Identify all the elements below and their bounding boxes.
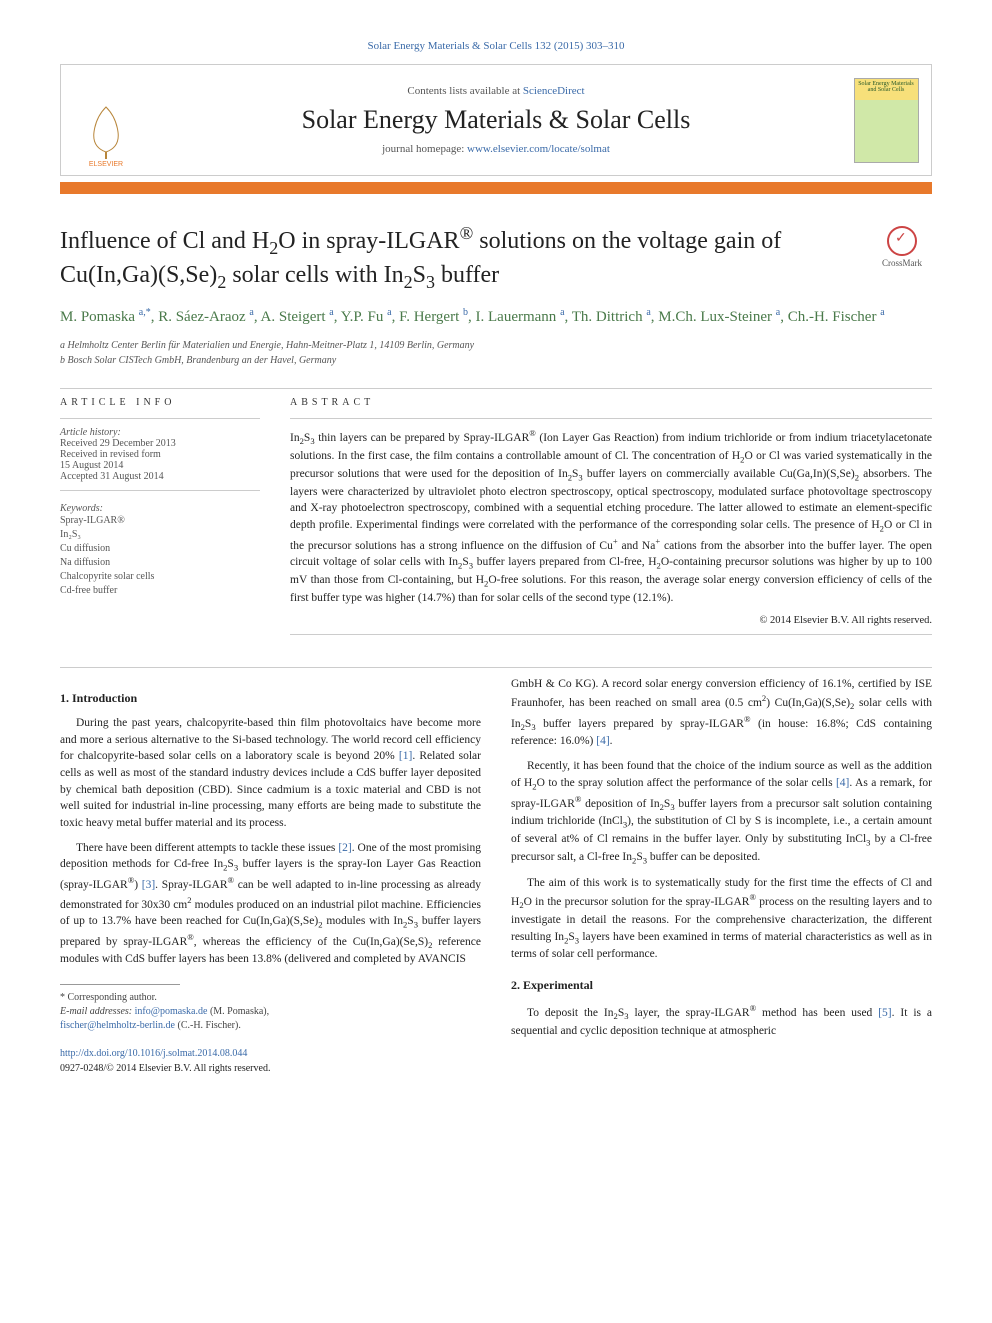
crossmark-badge[interactable]: CrossMark	[872, 226, 932, 268]
email-who: (C.-H. Fischer).	[175, 1020, 241, 1031]
contents-prefix: Contents lists available at	[407, 85, 522, 97]
article-info: ARTICLE INFO Article history: Received 2…	[60, 397, 260, 642]
homepage-prefix: journal homepage:	[382, 143, 467, 155]
article-title: Influence of Cl and H2O in spray-ILGAR® …	[60, 222, 860, 294]
contents-line: Contents lists available at ScienceDirec…	[407, 85, 584, 97]
email-who: (M. Pomaska),	[207, 1006, 269, 1017]
journal-header: ELSEVIER Contents lists available at Sci…	[60, 64, 932, 176]
divider	[290, 634, 932, 635]
history-heading: Article history:	[60, 427, 260, 438]
affiliations: a Helmholtz Center Berlin für Materialie…	[60, 338, 932, 368]
email-line: fischer@helmholtz-berlin.de (C.-H. Fisch…	[60, 1019, 481, 1033]
publisher-logo-area: ELSEVIER	[61, 65, 151, 175]
divider	[60, 490, 260, 491]
affiliation-b: b Bosch Solar CISTech GmbH, Brandenburg …	[60, 353, 932, 368]
email-line: E-mail addresses: info@pomaska.de (M. Po…	[60, 1005, 481, 1019]
crossmark-icon	[887, 226, 917, 256]
elsevier-tree-icon: ELSEVIER	[76, 97, 136, 167]
abstract-heading: ABSTRACT	[290, 397, 932, 408]
divider	[60, 418, 260, 419]
email-link[interactable]: fischer@helmholtz-berlin.de	[60, 1020, 175, 1031]
abstract-copyright: © 2014 Elsevier B.V. All rights reserved…	[290, 615, 932, 626]
header-center: Contents lists available at ScienceDirec…	[151, 65, 841, 175]
divider	[60, 667, 932, 668]
info-abstract-row: ARTICLE INFO Article history: Received 2…	[60, 397, 932, 642]
orange-divider-bar	[60, 182, 932, 194]
keyword: Na diffusion	[60, 556, 260, 570]
section-heading-intro: 1. Introduction	[60, 690, 481, 707]
keyword: Cu diffusion	[60, 542, 260, 556]
sciencedirect-link[interactable]: ScienceDirect	[523, 85, 585, 97]
body-paragraph: The aim of this work is to systematicall…	[511, 875, 932, 963]
author-list: M. Pomaska a,*, R. Sáez-Araoz a, A. Stei…	[60, 306, 932, 328]
history-item: Received 29 December 2013	[60, 438, 260, 449]
affiliation-a: a Helmholtz Center Berlin für Materialie…	[60, 338, 932, 353]
keywords-list: Spray-ILGAR® In₂S₃ Cu diffusion Na diffu…	[60, 514, 260, 598]
doi-link[interactable]: http://dx.doi.org/10.1016/j.solmat.2014.…	[60, 1048, 247, 1059]
email-link[interactable]: info@pomaska.de	[135, 1006, 208, 1017]
body-paragraph: Recently, it has been found that the cho…	[511, 758, 932, 866]
keywords-heading: Keywords:	[60, 503, 260, 514]
journal-page: Solar Energy Materials & Solar Cells 132…	[0, 0, 992, 1116]
abstract-text: In2S3 thin layers can be prepared by Spr…	[290, 427, 932, 606]
body-paragraph: GmbH & Co KG). A record solar energy con…	[511, 676, 932, 751]
journal-name: Solar Energy Materials & Solar Cells	[302, 105, 691, 135]
corresponding-author: * Corresponding author.	[60, 991, 481, 1005]
journal-cover-area: Solar Energy Materials and Solar Cells	[841, 65, 931, 175]
body-paragraph: To deposit the In2S3 layer, the spray-IL…	[511, 1002, 932, 1039]
column-left: 1. Introduction During the past years, c…	[60, 676, 481, 1077]
homepage-link[interactable]: www.elsevier.com/locate/solmat	[467, 143, 610, 155]
article-info-heading: ARTICLE INFO	[60, 397, 260, 408]
keyword: Chalcopyrite solar cells	[60, 570, 260, 584]
divider	[60, 388, 932, 389]
issn-copyright: 0927-0248/© 2014 Elsevier B.V. All right…	[60, 1062, 481, 1077]
top-citation: Solar Energy Materials & Solar Cells 132…	[60, 40, 932, 52]
body-paragraph: There have been different attempts to ta…	[60, 840, 481, 969]
footnotes: * Corresponding author. E-mail addresses…	[60, 991, 481, 1033]
email-label: E-mail addresses:	[60, 1006, 135, 1017]
footnote-separator	[60, 984, 180, 985]
journal-cover-thumb: Solar Energy Materials and Solar Cells	[854, 78, 919, 163]
keyword: Cd-free buffer	[60, 584, 260, 598]
history-item: Received in revised form	[60, 449, 260, 460]
publisher-name: ELSEVIER	[89, 161, 123, 167]
title-row: Influence of Cl and H2O in spray-ILGAR® …	[60, 222, 932, 306]
body-columns: 1. Introduction During the past years, c…	[60, 676, 932, 1077]
column-right: GmbH & Co KG). A record solar energy con…	[511, 676, 932, 1077]
divider	[290, 418, 932, 419]
history-item: 15 August 2014	[60, 460, 260, 471]
homepage-line: journal homepage: www.elsevier.com/locat…	[382, 143, 610, 155]
keyword: In₂S₃	[60, 528, 260, 542]
abstract: ABSTRACT In2S3 thin layers can be prepar…	[290, 397, 932, 642]
history-item: Accepted 31 August 2014	[60, 471, 260, 482]
doi-block: http://dx.doi.org/10.1016/j.solmat.2014.…	[60, 1047, 481, 1076]
body-paragraph: During the past years, chalcopyrite-base…	[60, 715, 481, 832]
keyword: Spray-ILGAR®	[60, 514, 260, 528]
section-heading-experimental: 2. Experimental	[511, 977, 932, 994]
crossmark-label: CrossMark	[882, 258, 922, 268]
